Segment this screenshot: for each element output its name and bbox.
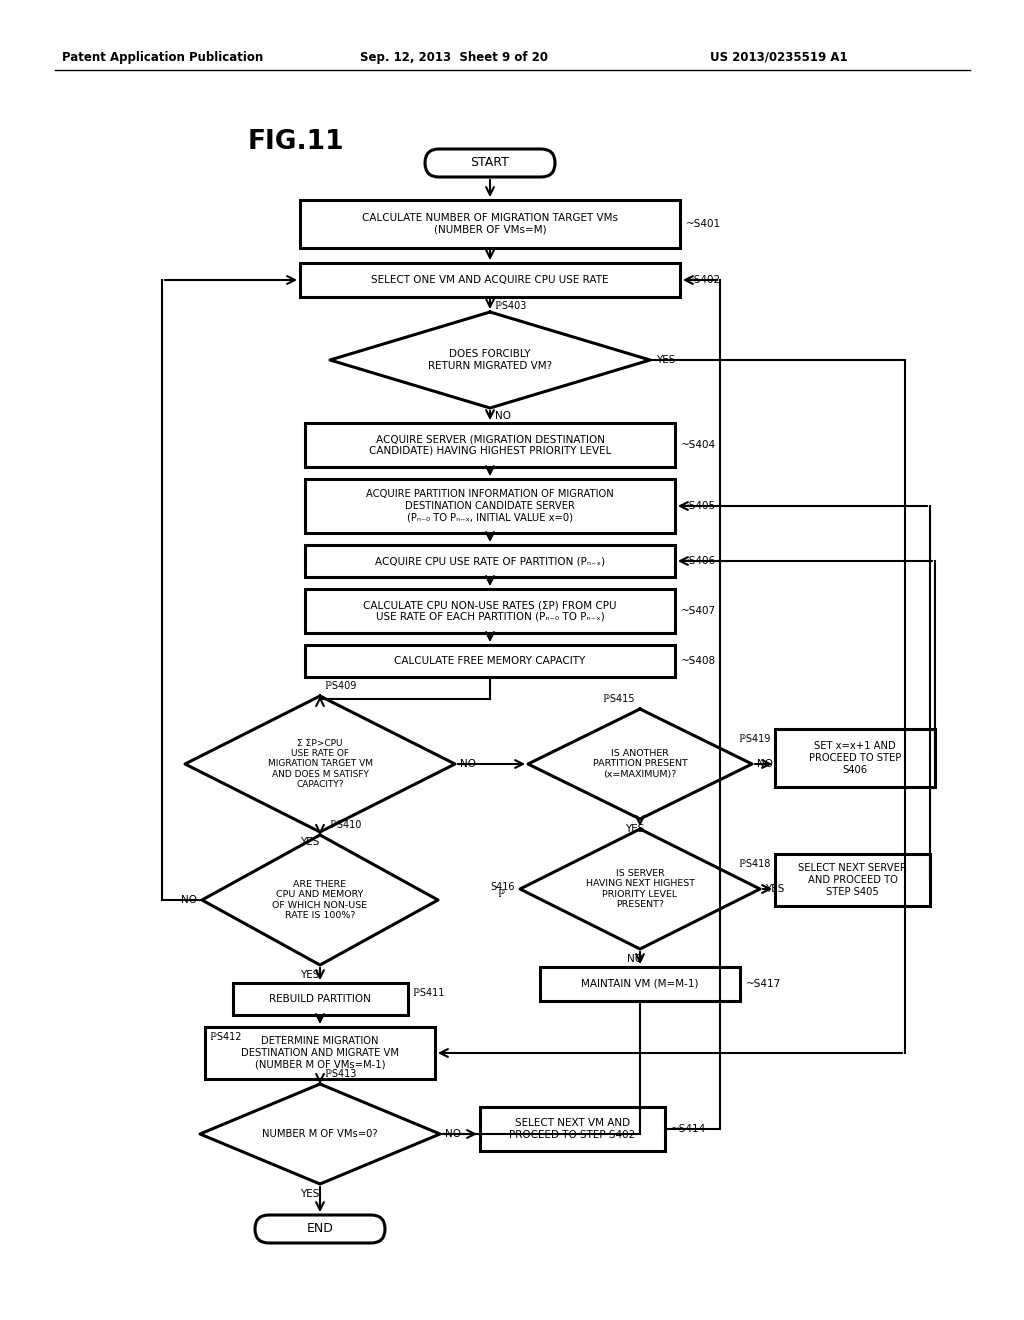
Text: START: START <box>471 157 509 169</box>
Text: ℙS418: ℙS418 <box>738 859 770 869</box>
Text: NO: NO <box>445 1129 461 1139</box>
Polygon shape <box>528 709 752 818</box>
Bar <box>232 983 408 1015</box>
Bar <box>305 479 675 533</box>
Text: ~S402: ~S402 <box>686 275 721 285</box>
Text: S416: S416 <box>490 882 515 892</box>
Text: IS ANOTHER
PARTITION PRESENT
(x=MAXIMUM)?: IS ANOTHER PARTITION PRESENT (x=MAXIMUM)… <box>593 750 687 779</box>
FancyBboxPatch shape <box>425 149 555 177</box>
Text: ~S404: ~S404 <box>681 440 716 450</box>
Bar <box>205 1027 435 1078</box>
Text: DETERMINE MIGRATION
DESTINATION AND MIGRATE VM
(NUMBER M OF VMs=M-1): DETERMINE MIGRATION DESTINATION AND MIGR… <box>241 1036 399 1069</box>
Text: SELECT ONE VM AND ACQUIRE CPU USE RATE: SELECT ONE VM AND ACQUIRE CPU USE RATE <box>372 275 608 285</box>
Text: CALCULATE FREE MEMORY CAPACITY: CALCULATE FREE MEMORY CAPACITY <box>394 656 586 667</box>
Bar <box>775 854 930 906</box>
Text: ~S405: ~S405 <box>681 502 716 511</box>
Text: ACQUIRE PARTITION INFORMATION OF MIGRATION
DESTINATION CANDIDATE SERVER
(Pₙ₋₀ TO: ACQUIRE PARTITION INFORMATION OF MIGRATI… <box>367 490 613 523</box>
Text: ℙ: ℙ <box>498 888 505 899</box>
Text: YES: YES <box>656 355 676 366</box>
Text: Σ ΣP>CPU
USE RATE OF
MIGRATION TARGET VM
AND DOES M SATISFY
CAPACITY?: Σ ΣP>CPU USE RATE OF MIGRATION TARGET VM… <box>267 739 373 789</box>
Text: ℙS413: ℙS413 <box>325 1069 356 1078</box>
Text: NO: NO <box>181 895 197 906</box>
Text: ~S417: ~S417 <box>746 979 781 989</box>
Text: REBUILD PARTITION: REBUILD PARTITION <box>269 994 371 1005</box>
Text: ℙS412: ℙS412 <box>210 1032 242 1041</box>
Text: SET x=x+1 AND
PROCEED TO STEP
S406: SET x=x+1 AND PROCEED TO STEP S406 <box>809 742 901 775</box>
Polygon shape <box>520 829 760 949</box>
Text: FIG.11: FIG.11 <box>248 129 345 154</box>
Bar <box>775 729 935 787</box>
Text: YES: YES <box>765 884 784 894</box>
Text: ~S401: ~S401 <box>686 219 721 228</box>
Text: NO: NO <box>495 411 511 421</box>
Text: IS SERVER
HAVING NEXT HIGHEST
PRIORITY LEVEL
PRESENT?: IS SERVER HAVING NEXT HIGHEST PRIORITY L… <box>586 869 694 909</box>
FancyBboxPatch shape <box>255 1214 385 1243</box>
Bar <box>305 645 675 677</box>
Text: ARE THERE
CPU AND MEMORY
OF WHICH NON-USE
RATE IS 100%?: ARE THERE CPU AND MEMORY OF WHICH NON-US… <box>272 880 368 920</box>
Text: ℙS419: ℙS419 <box>738 734 770 744</box>
Polygon shape <box>185 696 455 832</box>
Text: SELECT NEXT VM AND
PROCEED TO STEP S402: SELECT NEXT VM AND PROCEED TO STEP S402 <box>509 1118 636 1139</box>
Text: ℙS415: ℙS415 <box>603 694 635 704</box>
Text: SELECT NEXT SERVER
AND PROCEED TO
STEP S405: SELECT NEXT SERVER AND PROCEED TO STEP S… <box>798 863 907 896</box>
Text: NUMBER M OF VMs=0?: NUMBER M OF VMs=0? <box>262 1129 378 1139</box>
Text: ℙS409: ℙS409 <box>325 681 356 690</box>
Text: ACQUIRE CPU USE RATE OF PARTITION (Pₙ₋ₓ): ACQUIRE CPU USE RATE OF PARTITION (Pₙ₋ₓ) <box>375 556 605 566</box>
Bar <box>300 263 680 297</box>
Text: ℙS411: ℙS411 <box>414 987 444 998</box>
Text: YES: YES <box>300 837 319 847</box>
Text: ~S414: ~S414 <box>671 1125 707 1134</box>
Text: ACQUIRE SERVER (MIGRATION DESTINATION
CANDIDATE) HAVING HIGHEST PRIORITY LEVEL: ACQUIRE SERVER (MIGRATION DESTINATION CA… <box>369 434 611 455</box>
Bar <box>480 1107 665 1151</box>
Text: ℙS410: ℙS410 <box>330 820 361 830</box>
Text: YES: YES <box>300 1189 319 1199</box>
Polygon shape <box>200 1084 440 1184</box>
Text: ~S408: ~S408 <box>681 656 716 667</box>
Text: DOES FORCIBLY
RETURN MIGRATED VM?: DOES FORCIBLY RETURN MIGRATED VM? <box>428 350 552 371</box>
Text: NO: NO <box>627 954 643 964</box>
Bar <box>305 589 675 634</box>
Polygon shape <box>330 312 650 408</box>
Text: NO: NO <box>757 759 773 770</box>
Text: YES: YES <box>300 970 319 979</box>
Bar <box>300 201 680 248</box>
Text: END: END <box>306 1222 334 1236</box>
Text: US 2013/0235519 A1: US 2013/0235519 A1 <box>710 50 848 63</box>
Text: MAINTAIN VM (M=M-1): MAINTAIN VM (M=M-1) <box>582 979 698 989</box>
Text: ~S407: ~S407 <box>681 606 716 616</box>
Bar <box>305 545 675 577</box>
Bar <box>305 422 675 467</box>
Text: YES: YES <box>626 824 645 834</box>
Text: CALCULATE CPU NON-USE RATES (ΣP) FROM CPU
USE RATE OF EACH PARTITION (Pₙ₋₀ TO Pₙ: CALCULATE CPU NON-USE RATES (ΣP) FROM CP… <box>364 601 616 622</box>
Text: CALCULATE NUMBER OF MIGRATION TARGET VMs
(NUMBER OF VMs=M): CALCULATE NUMBER OF MIGRATION TARGET VMs… <box>362 214 618 235</box>
Bar <box>540 968 740 1001</box>
Text: ~S406: ~S406 <box>681 556 716 566</box>
Text: Patent Application Publication: Patent Application Publication <box>62 50 263 63</box>
Text: Sep. 12, 2013  Sheet 9 of 20: Sep. 12, 2013 Sheet 9 of 20 <box>360 50 548 63</box>
Text: NO: NO <box>460 759 476 770</box>
Text: ℙS403: ℙS403 <box>495 301 526 312</box>
Polygon shape <box>202 836 438 965</box>
